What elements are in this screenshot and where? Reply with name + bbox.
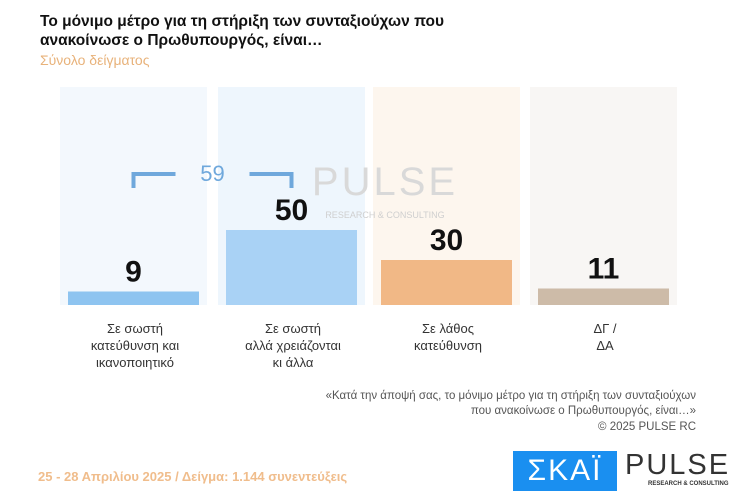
category-label: Σε λάθος κατεύθυνση — [414, 321, 482, 353]
bar — [538, 288, 669, 305]
copyright: © 2025 PULSE RC — [598, 421, 696, 433]
category-label: Σε σωστή κατεύθυνση και ικανοποιητικό — [90, 321, 180, 370]
data-label: 50 — [275, 194, 308, 227]
bar — [226, 230, 357, 305]
bar — [68, 291, 199, 305]
sum-label: 59 — [200, 161, 224, 186]
bar — [381, 260, 512, 305]
skai-logo: ΣΚΑΪ — [513, 451, 617, 491]
sum-bracket — [131, 172, 294, 188]
watermark-tagline: RESEARCH & CONSULTING — [325, 210, 444, 220]
chart-subtitle: Σύνολο δείγματος — [40, 52, 150, 68]
data-label: 11 — [588, 253, 620, 286]
column-background — [530, 87, 677, 305]
category-label: ΔΓ / ΔΑ — [593, 321, 617, 353]
pulse-logo-tagline: RESEARCH & CONSULTING — [648, 481, 729, 487]
data-label: 30 — [430, 224, 463, 257]
column-background — [60, 87, 207, 305]
category-label: Σε σωστή αλλά χρειάζονται κι άλλα — [245, 321, 341, 370]
watermark-text: PULSE — [312, 160, 458, 204]
chart-title: Το μόνιμο μέτρο για τη στήριξη των συντα… — [40, 13, 445, 49]
pulse-logo: PULSE — [625, 449, 731, 481]
question-note: «Κατά την άποψή σας, το μόνιμο μέτρο για… — [325, 390, 696, 417]
footer-fieldwork: 25 - 28 Απριλίου 2025 / Δείγμα: 1.144 συ… — [38, 469, 348, 484]
data-label: 9 — [125, 256, 142, 289]
